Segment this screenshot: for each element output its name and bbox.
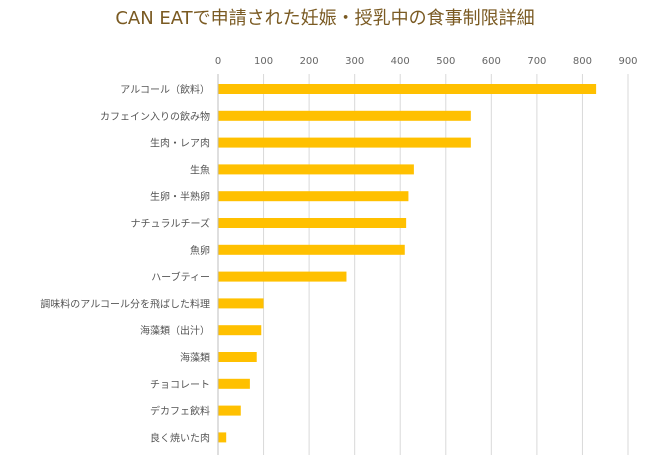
bar (218, 164, 414, 175)
x-tick-label: 600 (482, 56, 501, 67)
category-label: アルコール（飲料） (120, 83, 210, 96)
category-label: カフェイン入りの飲み物 (100, 110, 210, 123)
category-label: 海藻類 (180, 351, 210, 364)
bars (218, 84, 597, 443)
category-label: 生魚 (190, 163, 210, 176)
bar (218, 84, 597, 94)
bar (218, 325, 262, 336)
x-tick-label: 0 (215, 56, 221, 67)
category-labels: アルコール（飲料） カフェイン入りの飲み物生肉・レア肉生魚生卵・半熟卵ナチュラルチ… (40, 83, 210, 444)
bar (218, 110, 471, 121)
bar (218, 378, 250, 389)
x-tick-label: 400 (391, 56, 410, 67)
chart-title: CAN EATで申請された妊娠・授乳中の食事制限詳細 (115, 8, 535, 29)
x-tick-label: 900 (618, 56, 637, 67)
x-tick-label: 300 (345, 56, 364, 67)
x-tick-label: 200 (300, 56, 319, 67)
bar (218, 244, 405, 255)
category-label: ナチュラルチーズ (131, 217, 211, 230)
x-tick-label: 800 (573, 56, 592, 67)
category-label: チョコレート (150, 379, 210, 391)
bar (218, 432, 227, 443)
category-label: 生肉・レア肉 (150, 137, 210, 150)
category-label: デカフェ飲料 (150, 405, 210, 418)
bar (218, 352, 257, 362)
category-label: 魚卵 (190, 244, 210, 257)
bar (218, 191, 409, 202)
bar (218, 271, 347, 282)
category-label: 良く焼いた肉 (150, 431, 210, 444)
gridlines (263, 74, 629, 455)
bar (218, 137, 471, 148)
category-label: 調味料のアルコール分を飛ばした料理 (40, 297, 210, 310)
x-tick-label: 500 (436, 56, 455, 67)
category-label: 生卵・半熟卵 (150, 190, 210, 203)
category-label: 海藻類（出汁） (140, 324, 210, 337)
bar (218, 218, 407, 228)
x-tick-label: 100 (254, 56, 273, 67)
x-axis-ticks: 0 100 200 300 400 500 600 700 800 900 (215, 56, 638, 67)
bar (218, 298, 264, 309)
x-tick-label: 700 (527, 56, 546, 67)
category-label: ハーブティー (151, 271, 210, 284)
bar (218, 405, 241, 416)
